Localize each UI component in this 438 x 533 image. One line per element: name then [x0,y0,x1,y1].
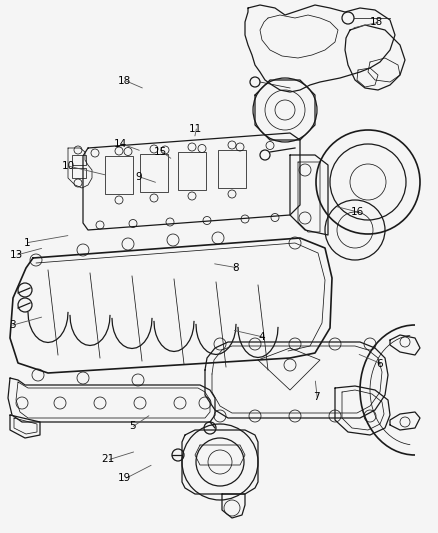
Text: 15: 15 [154,147,167,157]
Text: 5: 5 [129,422,136,431]
Text: 7: 7 [313,392,320,402]
Bar [72,168,86,178]
Text: 14: 14 [114,139,127,149]
Text: 10: 10 [61,161,74,171]
Text: 21: 21 [102,455,115,464]
Text: 8: 8 [232,263,239,272]
Bar [218,150,246,188]
Text: 3: 3 [9,320,15,330]
Text: 16: 16 [350,207,364,217]
Text: 6: 6 [377,359,383,368]
Text: 13: 13 [10,250,23,260]
Text: 1: 1 [24,238,31,247]
Text: 18: 18 [118,76,131,86]
Bar [178,152,206,190]
Text: 9: 9 [136,172,142,182]
Bar [140,154,168,192]
Text: 18: 18 [370,18,383,27]
Text: 4: 4 [258,332,265,342]
Bar [105,156,133,194]
Text: 19: 19 [118,473,131,483]
Text: 11: 11 [188,124,201,134]
Bar [72,155,86,165]
